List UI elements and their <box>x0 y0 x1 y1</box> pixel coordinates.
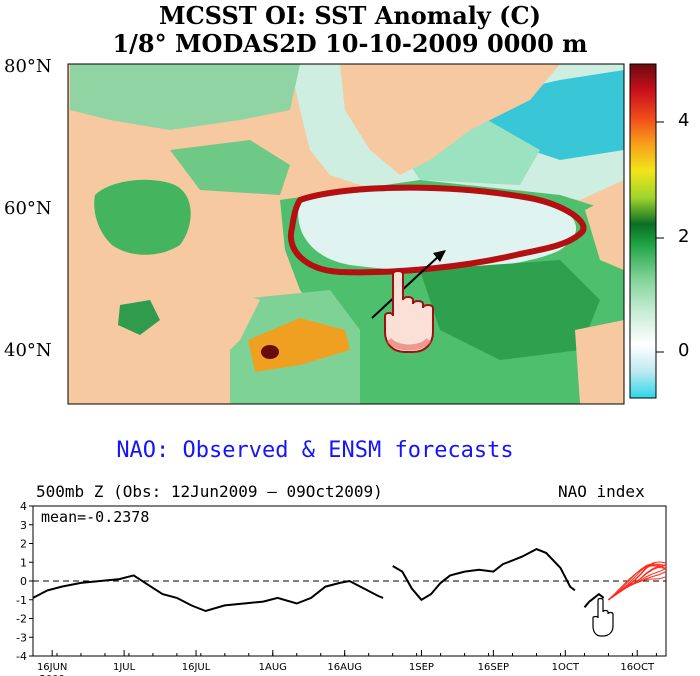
x-tick-label: 16JUN <box>37 662 67 673</box>
iberia <box>575 320 624 404</box>
observed-series-line <box>32 574 384 613</box>
nao-x-axis: 16JUN 1JUL 16JUL 1AUG 16AUG 1SEP 16SEP 1OCT 16OC… <box>32 650 657 676</box>
observed-series-line <box>392 548 576 602</box>
ocean-region-east <box>420 260 600 360</box>
arctic-islands <box>70 64 300 130</box>
y-tick-label: 4 <box>20 500 27 513</box>
sst-colorbar <box>629 63 657 399</box>
map-frame <box>67 63 625 405</box>
hudson-strait <box>170 140 290 195</box>
great-lakes <box>118 300 160 335</box>
north-america-land <box>68 255 260 404</box>
x-tick-label: 16JUL <box>182 662 211 673</box>
sst-title-line1: MCSST OI: SST Anomaly (C) <box>159 1 541 30</box>
warm-anomaly-spot <box>261 345 279 359</box>
x-tick-label: 16OCT <box>620 662 655 673</box>
nao-y-axis: 4 3 2 1 0 -1 -2 -3 -4 <box>16 500 33 663</box>
sst-chart-title: MCSST OI: SST Anomaly (C) 1/8° MODAS2D 1… <box>0 2 700 58</box>
nao-mean-label: mean=-0.2378 <box>41 508 149 526</box>
sst-map-figure <box>67 63 664 405</box>
highlight-loop <box>287 184 587 276</box>
x-tick-label: 16AUG <box>327 662 362 673</box>
y-tick-label: 3 <box>20 519 27 532</box>
forecast-member-line <box>608 561 667 601</box>
y-tick-label: -3 <box>16 631 27 644</box>
hudson-bay <box>94 179 191 255</box>
hand-pointer-icon <box>384 270 434 353</box>
annotation-arrow <box>371 250 446 319</box>
y-tick-label: -4 <box>16 650 27 663</box>
x-tick-label: 16SEP <box>478 662 509 673</box>
x-year-label: 2009 <box>39 674 64 676</box>
y-tick-label: 1 <box>20 556 27 569</box>
forecast-member-line <box>608 564 667 601</box>
y-tick-label: -1 <box>16 594 27 607</box>
sst-title-line2: 1/8° MODAS2D 10-10-2009 0000 m <box>112 29 588 58</box>
observed-series-line <box>583 592 605 608</box>
nao-index-label: NAO index <box>558 482 645 501</box>
ocean-region-subpolar <box>298 190 577 270</box>
ocean-region-gulfstream <box>248 318 350 372</box>
x-tick-label: 1SEP <box>409 662 434 673</box>
lat-label-80n: 80°N <box>4 56 52 77</box>
lat-label-40n: 40°N <box>4 340 52 361</box>
scandinavia <box>585 190 624 270</box>
hand-pointer-icon <box>592 597 614 637</box>
nao-forecast-lines <box>608 561 667 601</box>
y-tick-label: -2 <box>16 613 27 626</box>
nao-observed-lines <box>32 548 605 613</box>
x-tick-label: 1OCT <box>552 662 580 673</box>
lat-label-60n: 60°N <box>4 198 52 219</box>
y-tick-label: 0 <box>20 575 27 588</box>
x-tick-label: 1JUL <box>113 662 136 673</box>
greenland <box>340 64 560 175</box>
x-tick-label: 1AUG <box>259 662 287 673</box>
colorbar-label-2: 2 <box>678 226 690 247</box>
nao-chart-subtitle: 500mb Z (Obs: 12Jun2009 – 09Oct2009) <box>36 482 383 501</box>
sst-map <box>68 64 624 404</box>
nao-chart-title: NAO: Observed & ENSM forecasts <box>116 438 514 463</box>
y-tick-label: 2 <box>20 538 27 551</box>
colorbar-label-4: 4 <box>678 110 690 131</box>
colorbar-label-0: 0 <box>678 340 690 361</box>
